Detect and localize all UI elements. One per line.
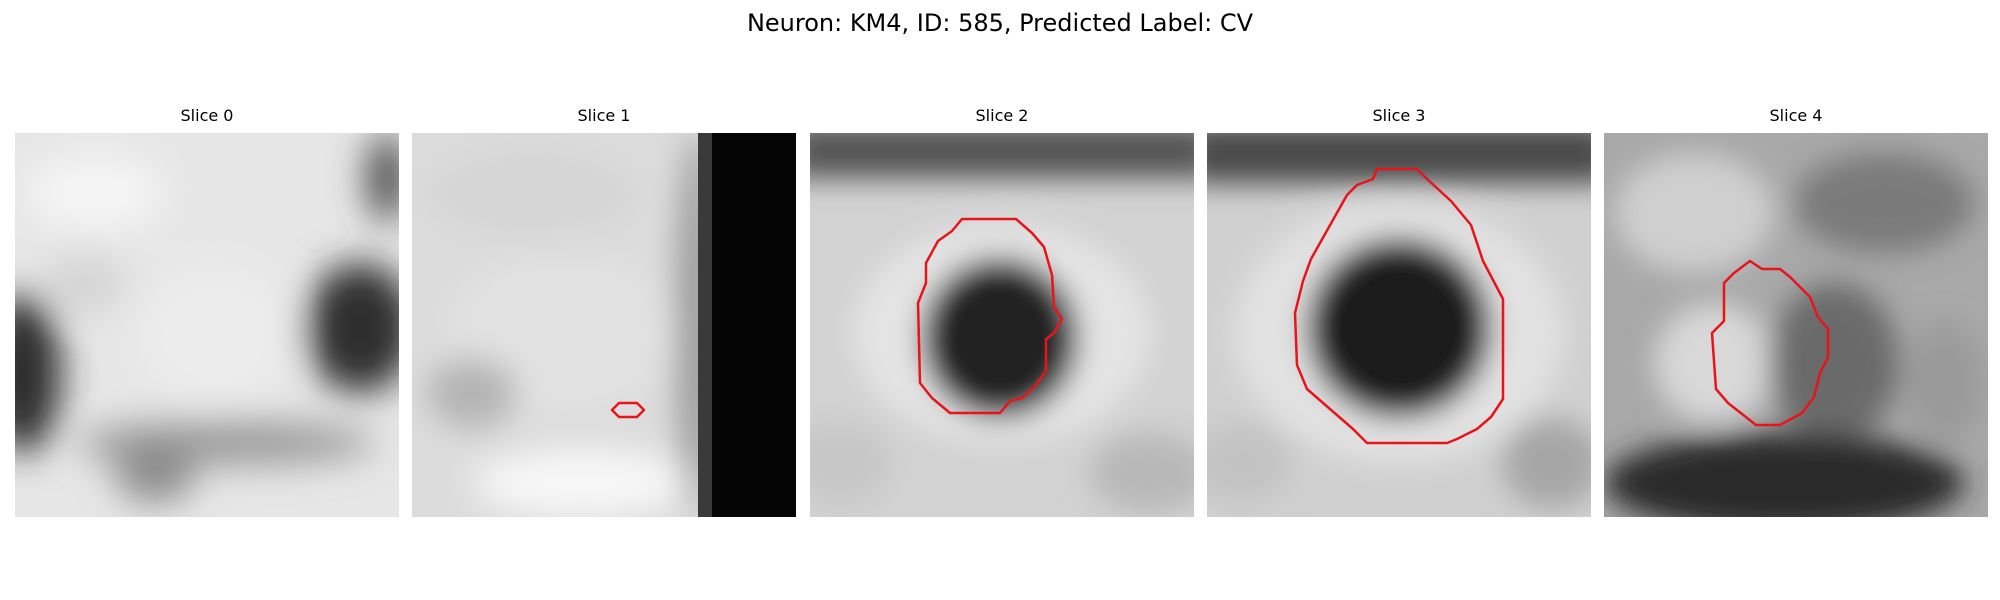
segmentation-contour-2 — [916, 217, 1064, 415]
slice-title-4: Slice 4 — [1769, 106, 1823, 125]
slice-title-3: Slice 3 — [1372, 106, 1426, 125]
slice-image-1 — [412, 133, 796, 517]
slice-title-2: Slice 2 — [975, 106, 1029, 125]
slice-title-1: Slice 1 — [577, 106, 631, 125]
segmentation-contour-3 — [1293, 167, 1505, 445]
segmentation-contour-4 — [1710, 259, 1830, 427]
slice-title-0: Slice 0 — [180, 106, 234, 125]
segmentation-contour-1 — [610, 401, 646, 419]
slice-image-0 — [15, 133, 399, 517]
slice-image-4 — [1604, 133, 1988, 517]
slice-image-3 — [1207, 133, 1591, 517]
slice-image-2 — [810, 133, 1194, 517]
figure-title: Neuron: KM4, ID: 585, Predicted Label: C… — [746, 9, 1254, 37]
